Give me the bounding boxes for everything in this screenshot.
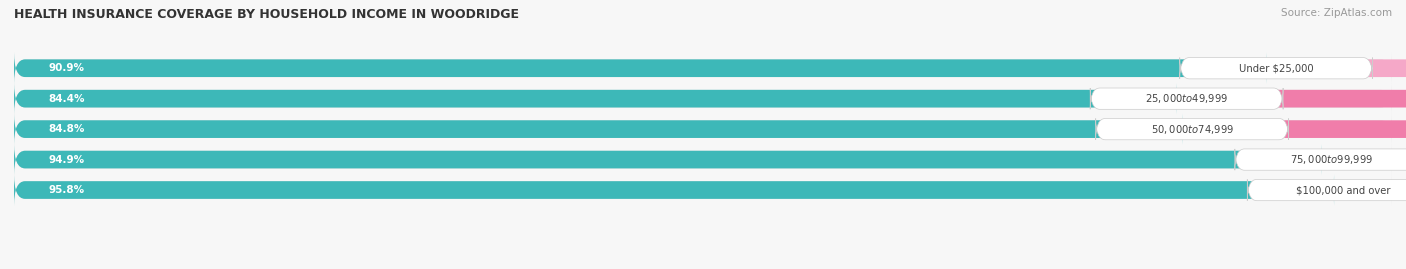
FancyBboxPatch shape — [1247, 179, 1406, 201]
Text: 94.9%: 94.9% — [48, 155, 84, 165]
Text: Under $25,000: Under $25,000 — [1239, 63, 1313, 73]
FancyBboxPatch shape — [14, 114, 1392, 145]
Text: 90.9%: 90.9% — [48, 63, 84, 73]
Text: 84.8%: 84.8% — [48, 124, 84, 134]
Text: Source: ZipAtlas.com: Source: ZipAtlas.com — [1281, 8, 1392, 18]
FancyBboxPatch shape — [14, 53, 1267, 84]
FancyBboxPatch shape — [1382, 180, 1406, 200]
Text: $25,000 to $49,999: $25,000 to $49,999 — [1144, 92, 1229, 105]
FancyBboxPatch shape — [1225, 89, 1406, 108]
FancyBboxPatch shape — [14, 175, 1392, 206]
Text: $100,000 and over: $100,000 and over — [1296, 185, 1391, 195]
FancyBboxPatch shape — [14, 53, 1392, 84]
Text: 95.8%: 95.8% — [48, 185, 84, 195]
Text: $50,000 to $74,999: $50,000 to $74,999 — [1150, 123, 1233, 136]
FancyBboxPatch shape — [14, 83, 1177, 114]
FancyBboxPatch shape — [14, 83, 1392, 114]
FancyBboxPatch shape — [14, 175, 1334, 206]
FancyBboxPatch shape — [1090, 88, 1284, 109]
FancyBboxPatch shape — [14, 144, 1322, 175]
FancyBboxPatch shape — [14, 114, 1182, 145]
FancyBboxPatch shape — [1230, 120, 1406, 139]
FancyBboxPatch shape — [14, 144, 1392, 175]
FancyBboxPatch shape — [1369, 150, 1406, 169]
FancyBboxPatch shape — [1095, 118, 1289, 140]
Text: HEALTH INSURANCE COVERAGE BY HOUSEHOLD INCOME IN WOODRIDGE: HEALTH INSURANCE COVERAGE BY HOUSEHOLD I… — [14, 8, 519, 21]
Text: $75,000 to $99,999: $75,000 to $99,999 — [1289, 153, 1372, 166]
FancyBboxPatch shape — [1180, 58, 1372, 79]
FancyBboxPatch shape — [1315, 59, 1406, 78]
Text: 84.4%: 84.4% — [48, 94, 84, 104]
FancyBboxPatch shape — [1234, 149, 1406, 170]
